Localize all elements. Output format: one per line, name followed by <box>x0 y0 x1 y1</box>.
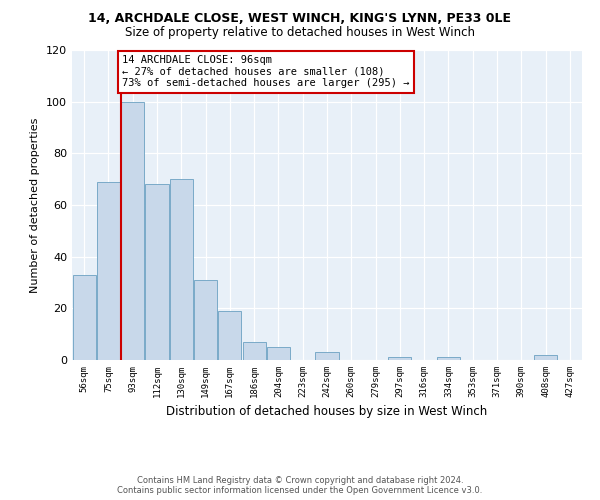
Bar <box>145 184 169 360</box>
Bar <box>73 275 95 360</box>
Bar <box>242 342 266 360</box>
Text: Size of property relative to detached houses in West Winch: Size of property relative to detached ho… <box>125 26 475 39</box>
Bar <box>316 352 338 360</box>
Bar <box>437 358 460 360</box>
Bar <box>194 280 217 360</box>
Bar <box>534 355 557 360</box>
Bar <box>97 182 120 360</box>
Bar <box>170 179 193 360</box>
Text: Contains HM Land Registry data © Crown copyright and database right 2024.
Contai: Contains HM Land Registry data © Crown c… <box>118 476 482 495</box>
Bar <box>121 102 144 360</box>
X-axis label: Distribution of detached houses by size in West Winch: Distribution of detached houses by size … <box>166 406 488 418</box>
Text: 14, ARCHDALE CLOSE, WEST WINCH, KING'S LYNN, PE33 0LE: 14, ARCHDALE CLOSE, WEST WINCH, KING'S L… <box>89 12 511 26</box>
Bar <box>218 311 241 360</box>
Bar <box>267 347 290 360</box>
Text: 14 ARCHDALE CLOSE: 96sqm
← 27% of detached houses are smaller (108)
73% of semi-: 14 ARCHDALE CLOSE: 96sqm ← 27% of detach… <box>122 55 410 88</box>
Y-axis label: Number of detached properties: Number of detached properties <box>31 118 40 292</box>
Bar <box>388 358 412 360</box>
